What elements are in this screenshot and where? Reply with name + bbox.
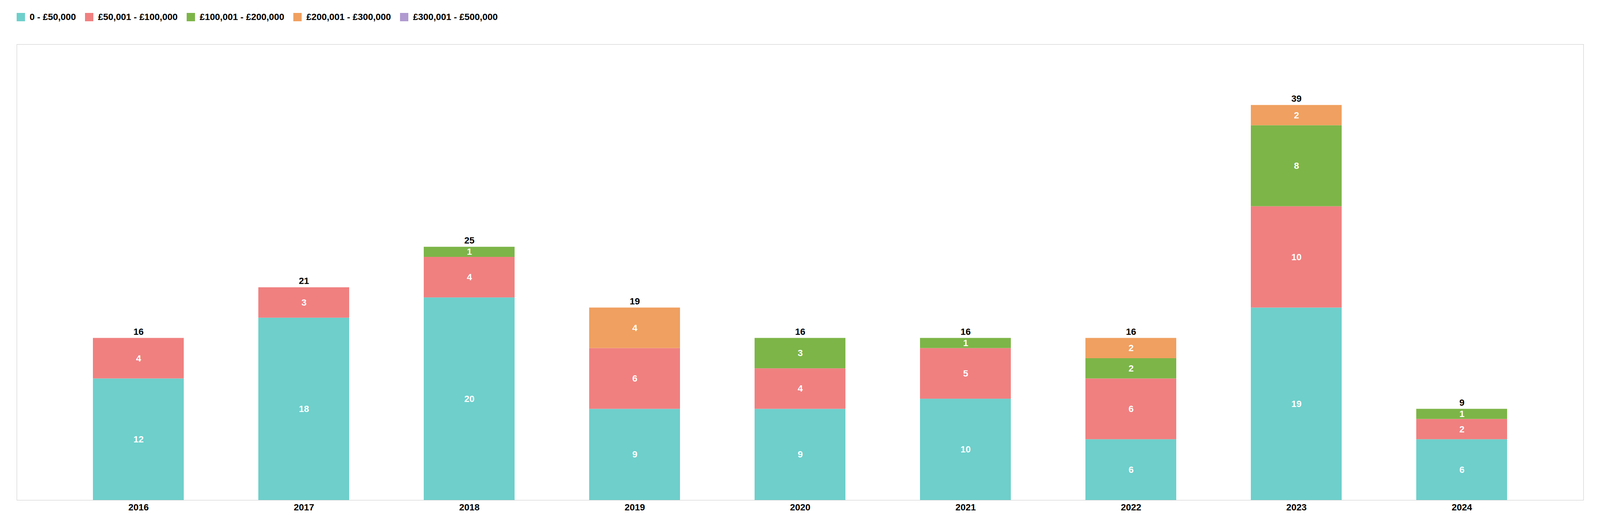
svg-text:21: 21	[298, 275, 309, 286]
svg-text:16: 16	[795, 326, 805, 337]
svg-text:25: 25	[464, 235, 475, 246]
svg-text:9: 9	[797, 448, 803, 460]
svg-text:16: 16	[133, 326, 144, 337]
html-text:£50,001 - £100,000: £50,001 - £100,000	[98, 11, 178, 22]
svg-text:2024: 2024	[1451, 501, 1473, 513]
svg-text:3: 3	[301, 297, 307, 308]
svg-text:2023: 2023	[1286, 501, 1307, 513]
html-text:£100,001 - £200,000: £100,001 - £200,000	[199, 11, 285, 22]
svg-text:2: 2	[1293, 110, 1299, 121]
svg-text:4: 4	[466, 271, 473, 283]
svg-text:12: 12	[133, 433, 144, 445]
svg-text:2018: 2018	[459, 501, 480, 513]
svg-text:2017: 2017	[293, 501, 315, 513]
svg-text:6: 6	[1128, 403, 1134, 414]
svg-text:3: 3	[797, 347, 803, 358]
svg-text:6: 6	[632, 372, 638, 384]
svg-text:6: 6	[1459, 464, 1465, 475]
svg-text:1: 1	[1459, 408, 1465, 419]
svg-text:1: 1	[962, 337, 968, 348]
svg-text:5: 5	[962, 367, 968, 379]
svg-text:19: 19	[1291, 398, 1302, 409]
svg-text:6: 6	[1128, 464, 1134, 475]
svg-text:2020: 2020	[790, 501, 811, 513]
html-text:0 - £50,000: 0 - £50,000	[29, 11, 76, 22]
svg-text:18: 18	[298, 403, 309, 414]
svg-text:19: 19	[629, 295, 640, 307]
svg-text:16: 16	[1125, 326, 1136, 337]
svg-text:2021: 2021	[955, 501, 976, 513]
svg-text:20: 20	[464, 393, 475, 404]
html-text:£300,001 - £500,000: £300,001 - £500,000	[413, 11, 498, 22]
svg-text:39: 39	[1291, 93, 1302, 104]
svg-text:10: 10	[1291, 251, 1302, 263]
svg-text:4: 4	[135, 352, 142, 363]
html-text:£200,001 - £300,000: £200,001 - £300,000	[306, 11, 391, 22]
svg-text:2: 2	[1128, 362, 1134, 374]
svg-text:2016: 2016	[128, 501, 149, 513]
svg-text:9: 9	[1459, 397, 1465, 408]
svg-text:2: 2	[1128, 342, 1134, 353]
svg-text:2019: 2019	[624, 501, 645, 513]
svg-text:2022: 2022	[1120, 501, 1142, 513]
svg-text:10: 10	[960, 443, 971, 455]
svg-text:1: 1	[466, 246, 472, 257]
svg-text:9: 9	[632, 448, 638, 460]
svg-text:4: 4	[797, 382, 803, 394]
svg-text:16: 16	[960, 326, 971, 337]
svg-text:4: 4	[632, 322, 638, 333]
svg-text:8: 8	[1293, 160, 1299, 171]
svg-text:2: 2	[1459, 423, 1465, 435]
